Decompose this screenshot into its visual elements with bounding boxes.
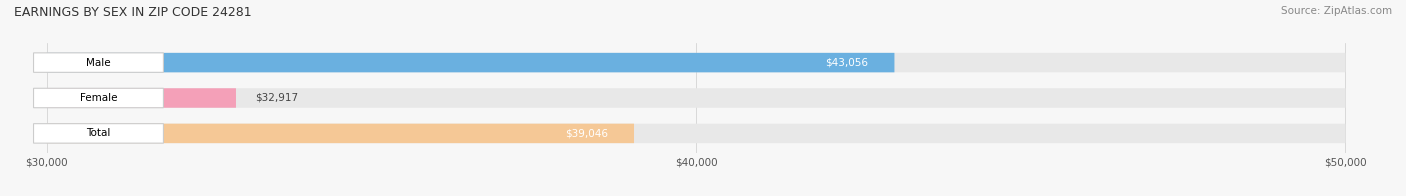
FancyBboxPatch shape	[46, 88, 236, 108]
FancyBboxPatch shape	[34, 124, 163, 143]
Text: Total: Total	[86, 128, 111, 138]
Text: $39,046: $39,046	[565, 128, 607, 138]
FancyBboxPatch shape	[46, 53, 1346, 72]
Text: EARNINGS BY SEX IN ZIP CODE 24281: EARNINGS BY SEX IN ZIP CODE 24281	[14, 6, 252, 19]
Text: $32,917: $32,917	[256, 93, 298, 103]
Text: Source: ZipAtlas.com: Source: ZipAtlas.com	[1281, 6, 1392, 16]
FancyBboxPatch shape	[46, 88, 1346, 108]
FancyBboxPatch shape	[46, 124, 1346, 143]
FancyBboxPatch shape	[34, 88, 163, 108]
FancyBboxPatch shape	[34, 53, 163, 72]
FancyBboxPatch shape	[46, 53, 894, 72]
FancyBboxPatch shape	[46, 124, 634, 143]
Text: $43,056: $43,056	[825, 58, 869, 68]
Text: Female: Female	[80, 93, 117, 103]
Text: Male: Male	[86, 58, 111, 68]
